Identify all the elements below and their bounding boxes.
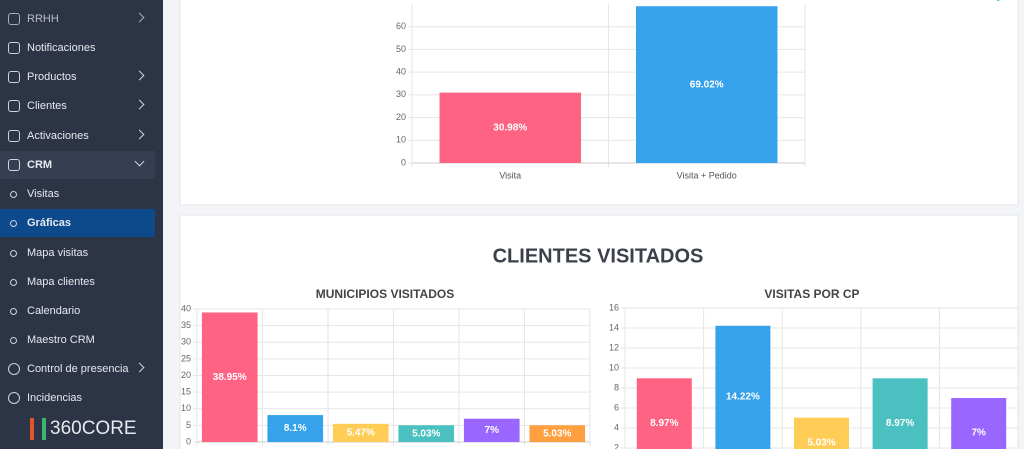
menu-label: Mapa clientes bbox=[27, 276, 95, 288]
menu-label: Visitas bbox=[27, 188, 60, 200]
value-label: 14.22% bbox=[726, 392, 760, 403]
menu-item[interactable]: Activaciones bbox=[0, 122, 155, 150]
menu-label: Calendario bbox=[27, 305, 81, 317]
bar bbox=[715, 325, 771, 449]
value-label: 7% bbox=[971, 428, 986, 439]
y-tick-label: 20 bbox=[181, 370, 191, 380]
value-label: 30.98% bbox=[493, 122, 527, 133]
chart-title: VISITAS POR CP bbox=[764, 287, 859, 301]
menu-label: Mapa visitas bbox=[27, 247, 89, 259]
submenu-item[interactable]: Maestro CRM bbox=[0, 326, 155, 354]
bar bbox=[636, 378, 692, 449]
submenu-item[interactable]: Gráficas bbox=[0, 209, 155, 237]
menu-label: Maestro CRM bbox=[27, 334, 95, 346]
bar bbox=[332, 423, 389, 442]
y-tick-label: 15 bbox=[181, 387, 191, 397]
x-tick-label: Visita bbox=[499, 170, 521, 180]
y-tick-label: 40 bbox=[396, 67, 406, 77]
bar bbox=[872, 378, 928, 449]
card bbox=[179, 0, 1019, 206]
y-tick-label: 2 bbox=[614, 442, 619, 449]
menu-item[interactable]: Notificaciones bbox=[0, 34, 155, 62]
menu-item[interactable]: CRM bbox=[0, 151, 155, 179]
y-tick-label: 50 bbox=[396, 44, 406, 54]
menu-label: CRM bbox=[27, 159, 53, 171]
bar bbox=[793, 417, 850, 449]
y-tick-label: 16 bbox=[609, 302, 619, 312]
menu-label: Activaciones bbox=[27, 130, 89, 142]
y-tick-label: 35 bbox=[181, 320, 191, 330]
menu-label: RRHH bbox=[27, 13, 59, 25]
y-tick-label: 0 bbox=[401, 157, 406, 167]
value-label: 5.03% bbox=[543, 428, 571, 439]
x-tick-label: Visita + Pedido bbox=[677, 170, 737, 180]
menu-item[interactable]: Incidencias bbox=[0, 384, 155, 412]
menu-label: Notificaciones bbox=[27, 42, 96, 54]
bar bbox=[529, 425, 586, 442]
sidebar: RRHH Notificaciones Productos Clientes A… bbox=[0, 0, 163, 449]
bar bbox=[439, 92, 581, 163]
menu-item[interactable]: RRHH bbox=[0, 5, 155, 33]
y-tick-label: 60 bbox=[396, 21, 406, 31]
menu-item[interactable]: Productos bbox=[0, 63, 155, 91]
y-tick-label: 25 bbox=[181, 353, 191, 363]
y-tick-label: 6 bbox=[614, 402, 619, 412]
menu-item[interactable]: Clientes bbox=[0, 92, 155, 120]
value-label: 8.97% bbox=[650, 418, 678, 429]
menu-label: Productos bbox=[27, 71, 77, 83]
logo-text: 360CORE bbox=[50, 418, 137, 439]
y-tick-label: 12 bbox=[609, 342, 619, 352]
value-label: 38.95% bbox=[213, 372, 247, 383]
menu-item[interactable]: Control de presencia bbox=[0, 355, 155, 383]
bar bbox=[636, 6, 778, 164]
menu-label: Gráficas bbox=[27, 217, 72, 229]
submenu-item[interactable]: Visitas bbox=[0, 180, 155, 208]
bar bbox=[267, 415, 324, 442]
menu-label: Clientes bbox=[27, 100, 67, 112]
menu-label: Incidencias bbox=[27, 392, 83, 404]
y-tick-label: 10 bbox=[181, 403, 191, 413]
submenu-item[interactable]: Mapa visitas bbox=[0, 239, 155, 267]
value-label: 7% bbox=[485, 425, 500, 436]
bar bbox=[951, 398, 1007, 449]
value-label: 69.02% bbox=[690, 79, 724, 90]
value-label: 5.03% bbox=[412, 428, 440, 439]
submenu-item[interactable]: Mapa clientes bbox=[0, 268, 155, 296]
y-tick-label: 20 bbox=[396, 112, 406, 122]
y-tick-label: 0 bbox=[186, 436, 191, 446]
y-tick-label: 30 bbox=[396, 89, 406, 99]
chart-title: MUNICIPIOS VISITADOS bbox=[316, 287, 454, 301]
value-label: 5.03% bbox=[807, 437, 835, 448]
y-tick-label: 30 bbox=[181, 337, 191, 347]
y-tick-label: 4 bbox=[614, 422, 619, 432]
logo: 360CORE bbox=[30, 418, 137, 440]
y-tick-label: 5 bbox=[186, 420, 191, 430]
bar bbox=[398, 425, 455, 442]
y-tick-label: 8 bbox=[614, 382, 619, 392]
y-tick-label: 10 bbox=[396, 135, 406, 145]
y-tick-label: 10 bbox=[609, 362, 619, 372]
y-tick-label: 40 bbox=[181, 303, 191, 313]
value-label: 8.97% bbox=[886, 418, 914, 429]
y-tick-label: 14 bbox=[609, 322, 619, 332]
menu-label: Control de presencia bbox=[27, 363, 129, 375]
value-label: 8.1% bbox=[284, 423, 307, 434]
submenu-item[interactable]: Calendario bbox=[0, 297, 155, 325]
value-label: 5.47% bbox=[347, 428, 375, 439]
section-heading: CLIENTES VISITADOS bbox=[493, 245, 704, 267]
bar bbox=[463, 418, 520, 442]
bar bbox=[201, 312, 258, 442]
